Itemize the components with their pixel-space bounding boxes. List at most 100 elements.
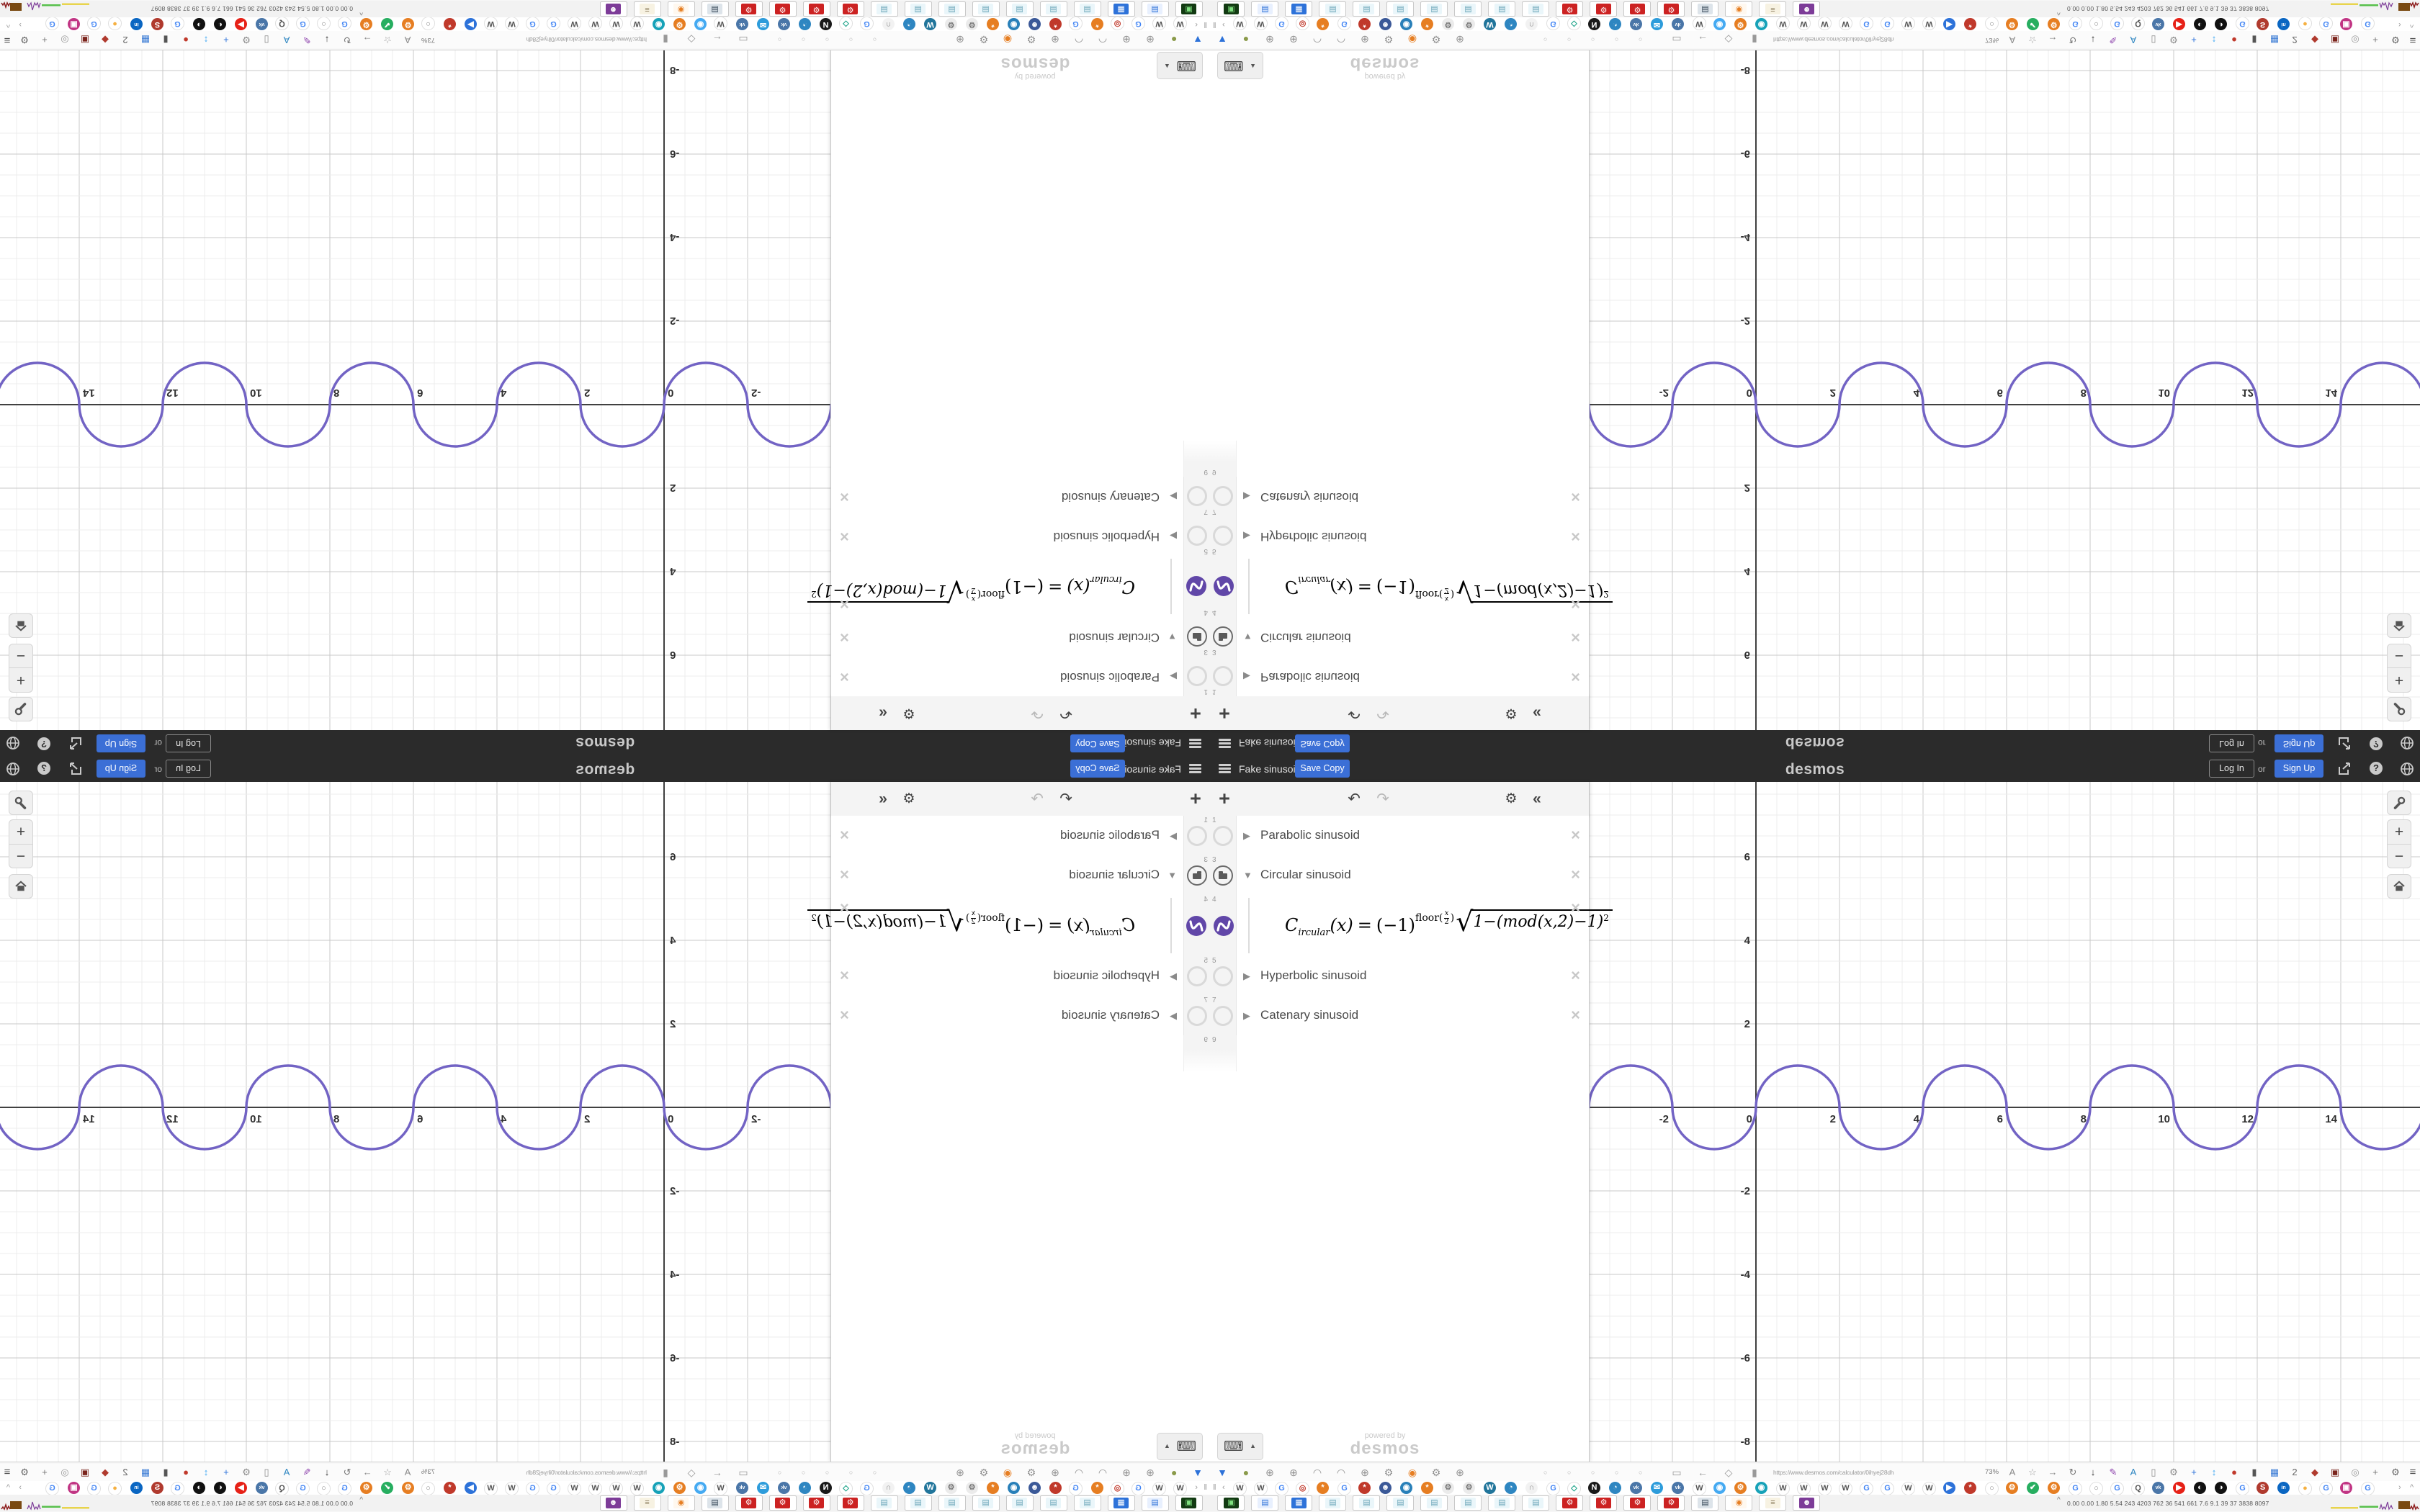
delete-row-icon[interactable]: ×: [840, 629, 849, 647]
keyboard-toggle-button[interactable]: ⌨ ▲: [1217, 1433, 1263, 1460]
add-extension-icon[interactable]: +: [223, 1467, 229, 1477]
folder-toggle-icon[interactable]: [1213, 825, 1233, 846]
bookmark-favicon[interactable]: ⚙: [945, 18, 957, 30]
share-icon[interactable]: [68, 762, 83, 776]
keyboard-toggle-button[interactable]: ⌨ ▲: [1217, 52, 1263, 79]
delete-row-icon[interactable]: ×: [1571, 825, 1580, 844]
delete-row-icon[interactable]: ×: [1571, 865, 1580, 883]
folder-row-parabolic[interactable]: 1 ▶ Parabolic sinusoid ×: [1210, 816, 1589, 856]
gear-icon[interactable]: ⚙: [979, 34, 989, 45]
zoom-out-button[interactable]: −: [2394, 848, 2404, 865]
zoom-in-button[interactable]: +: [2388, 820, 2411, 845]
bookmark-favicon[interactable]: ⚙: [1442, 18, 1454, 30]
empty-expression-row[interactable]: 9: [1210, 441, 1589, 477]
bookmarks-up-icon[interactable]: ^: [2410, 20, 2414, 29]
bookmark-favicon[interactable]: W: [1484, 18, 1496, 30]
folder-arrow-icon[interactable]: ▼: [1168, 631, 1177, 643]
browser-tab[interactable]: ☻: [1793, 1, 1820, 17]
folder-toggle-icon[interactable]: [1187, 486, 1207, 507]
graph-settings-wrench-icon[interactable]: [2387, 697, 2411, 721]
browser-tab[interactable]: ▤: [1006, 1495, 1034, 1511]
bookmark-favicon[interactable]: ◔: [1505, 18, 1517, 30]
record-icon[interactable]: ●: [183, 35, 189, 45]
bookmark-favicon[interactable]: vk: [1630, 1482, 1642, 1494]
browser-tab[interactable]: ⚙: [837, 1, 864, 17]
folder-toggle-icon[interactable]: [1213, 966, 1233, 986]
bookmark-favicon[interactable]: ⚙: [966, 1482, 978, 1494]
bookmark-favicon[interactable]: ✉: [1651, 1482, 1663, 1494]
bookmark-favicon[interactable]: W: [1173, 1482, 1187, 1495]
folder-row-hyperbolic[interactable]: 5 ▶ Hyperbolic sinusoid ×: [1210, 956, 1589, 996]
pin-icon[interactable]: ▼: [1217, 34, 1227, 45]
back-icon[interactable]: ←: [1698, 34, 1708, 45]
bookmark-favicon[interactable]: G: [526, 17, 539, 30]
browser-tab[interactable]: ▦: [1285, 1, 1312, 17]
bookmark-favicon[interactable]: G: [171, 1482, 184, 1495]
bookmarks-next-icon[interactable]: ›: [19, 20, 22, 29]
bookmark-favicon[interactable]: ◎: [1111, 17, 1124, 30]
delete-row-icon[interactable]: ×: [1571, 488, 1580, 507]
graph-canvas[interactable]: -2 0 2 4 6 8 10 12 14 6 4 2 -2 -4 -6 -8: [0, 782, 831, 1462]
folder-open-icon[interactable]: [1213, 626, 1233, 647]
delete-row-icon[interactable]: ×: [840, 488, 849, 507]
bookmark-favicon[interactable]: in: [130, 1482, 143, 1494]
bookmarks-pause-icon[interactable]: ‖: [1204, 20, 1207, 29]
curve-color-icon[interactable]: [1213, 576, 1234, 598]
wrench-icon[interactable]: ⚙: [2391, 35, 2400, 45]
folder-arrow-icon[interactable]: ▶: [1243, 829, 1250, 841]
folder-toggle-icon[interactable]: [1187, 825, 1207, 846]
empty-expression-row[interactable]: 9: [1210, 1035, 1589, 1071]
bookmark-favicon[interactable]: ◇: [1567, 1482, 1581, 1495]
help-icon[interactable]: ?: [2370, 762, 2384, 776]
edit-list-gear-icon[interactable]: ⚙: [1505, 791, 1518, 806]
bookmark-favicon[interactable]: ◔: [799, 18, 811, 30]
delete-row-icon[interactable]: ×: [1571, 528, 1580, 546]
bookmark-favicon[interactable]: *: [1964, 18, 1976, 30]
home-button[interactable]: [9, 613, 33, 638]
bookmarks-up-icon[interactable]: ^: [6, 1483, 10, 1492]
help-icon[interactable]: ?: [36, 736, 50, 750]
browser-tab[interactable]: ▣: [1175, 1, 1203, 17]
browser-tab[interactable]: ▤: [1142, 1, 1169, 17]
folder-arrow-icon[interactable]: ▶: [1243, 1009, 1250, 1021]
proxy-icon[interactable]: ◎: [60, 35, 69, 45]
redo-icon[interactable]: ↷: [1031, 705, 1044, 721]
bookmark-favicon[interactable]: G: [526, 1482, 539, 1495]
globe-icon[interactable]: ⊕: [1456, 34, 1464, 45]
bookmark-favicon[interactable]: W: [924, 18, 936, 30]
bookmark-favicon[interactable]: G: [338, 1482, 351, 1495]
bookmark-favicon[interactable]: ◑: [193, 18, 205, 30]
browser-tab[interactable]: ▤: [1353, 1, 1380, 17]
add-extension-icon[interactable]: +: [2191, 35, 2197, 45]
curve-color-icon[interactable]: [1213, 915, 1234, 936]
browser-tab[interactable]: ⚙: [769, 1, 797, 17]
browser-tab[interactable]: ▤: [1522, 1495, 1549, 1511]
grid-icon[interactable]: ▦: [2269, 35, 2280, 45]
bookmarks-up-icon[interactable]: ^: [6, 20, 10, 29]
forward-icon[interactable]: →: [362, 35, 372, 45]
wrench-icon[interactable]: ⚙: [20, 1467, 29, 1477]
sync-icon[interactable]: ↕: [2211, 35, 2217, 45]
bookmark-favicon[interactable]: ✔: [381, 1482, 393, 1494]
redo-icon[interactable]: ↷: [1031, 791, 1044, 807]
browser-tab[interactable]: ▤: [1353, 1495, 1380, 1511]
browser-menu-icon[interactable]: ≡: [4, 34, 11, 46]
bookmark-favicon[interactable]: W: [714, 1482, 727, 1495]
plus-icon[interactable]: +: [2372, 35, 2378, 45]
bookmark-favicon[interactable]: ◉: [1008, 1482, 1020, 1494]
redo-icon[interactable]: ↷: [1376, 705, 1389, 721]
bookmark-favicon[interactable]: ✔: [2027, 1482, 2039, 1494]
bookmark-favicon[interactable]: G: [2361, 1482, 2375, 1495]
pin-icon[interactable]: ▼: [1193, 34, 1203, 45]
graph-canvas[interactable]: -2 0 2 4 6 8 10 12 14 6 4 2 -2 -4 -6 -8: [1589, 50, 2420, 730]
bookmark-favicon[interactable]: ⚙: [1463, 1482, 1475, 1494]
bookmark-favicon[interactable]: G: [1337, 1482, 1351, 1495]
bookmark-favicon[interactable]: ⚙: [360, 1482, 372, 1494]
bookmark-favicon[interactable]: ∩: [882, 1482, 895, 1494]
bookmark-favicon[interactable]: ✉: [757, 1482, 769, 1494]
proxy-icon[interactable]: ◎: [2351, 35, 2360, 45]
bookmark-favicon[interactable]: ○: [421, 1482, 435, 1495]
bookmark-favicon[interactable]: Q: [275, 1482, 289, 1495]
